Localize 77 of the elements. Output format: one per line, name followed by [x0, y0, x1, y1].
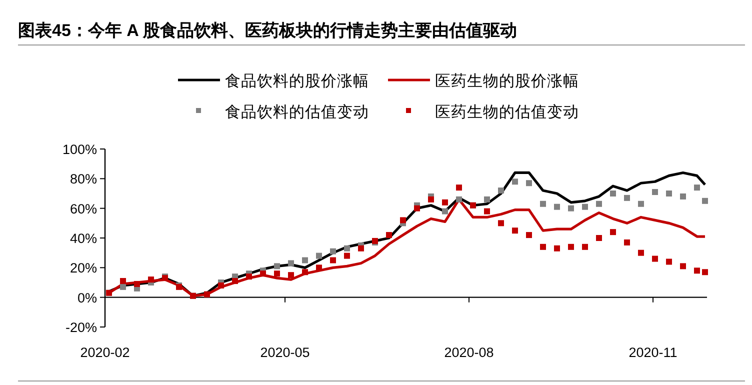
legend-label: 医药生物的股价涨幅	[435, 72, 579, 90]
y-tick-label: 80%	[70, 172, 97, 187]
point	[694, 268, 700, 274]
point	[652, 256, 658, 262]
point	[596, 200, 602, 207]
chart-title: 图表45：今年 A 股食品饮料、医药板块的行情走势主要由估值驱动	[18, 21, 518, 40]
point	[512, 178, 518, 185]
point	[498, 220, 504, 226]
point	[148, 276, 154, 283]
point	[302, 257, 308, 264]
x-tick-label: 2020-11	[628, 345, 678, 360]
point	[344, 245, 350, 252]
x-tick-label: 2020-05	[260, 345, 310, 360]
point	[582, 244, 588, 250]
point	[498, 188, 504, 194]
point	[624, 194, 630, 201]
x-tick-label: 2020-02	[80, 345, 130, 360]
y-tick-label: 100%	[62, 142, 97, 157]
point	[274, 263, 280, 270]
point	[218, 282, 224, 288]
point	[400, 217, 406, 224]
y-tick-label: 40%	[70, 231, 97, 246]
point	[512, 228, 518, 234]
point	[330, 257, 336, 264]
point	[246, 274, 252, 280]
point	[568, 205, 574, 212]
point	[484, 196, 490, 202]
point	[554, 204, 560, 210]
y-tick-label: -20%	[65, 320, 97, 335]
point	[582, 204, 588, 210]
x-tick-label: 2020-08	[444, 345, 494, 360]
point	[540, 200, 546, 207]
point	[302, 269, 308, 276]
point	[442, 199, 448, 206]
point	[666, 258, 672, 265]
point	[288, 272, 294, 278]
point	[702, 269, 708, 276]
point	[456, 196, 462, 202]
point	[120, 284, 126, 290]
point	[330, 248, 336, 254]
point	[134, 280, 140, 287]
point	[456, 184, 462, 191]
point	[638, 200, 644, 207]
point	[260, 270, 266, 277]
y-tick-label: 20%	[70, 260, 97, 276]
point	[638, 250, 644, 256]
point	[610, 229, 616, 236]
point	[484, 208, 490, 214]
point	[274, 270, 280, 277]
point	[526, 232, 532, 238]
point	[680, 263, 686, 270]
y-tick-label: 0%	[77, 290, 97, 306]
point	[526, 180, 532, 186]
point	[694, 184, 700, 191]
point	[680, 193, 686, 200]
point	[666, 190, 672, 196]
point	[540, 244, 546, 250]
point	[344, 252, 350, 259]
point	[442, 208, 448, 214]
point	[568, 244, 574, 250]
point	[702, 198, 708, 204]
legend-label: 食品饮料的股价涨幅	[225, 72, 369, 90]
point	[120, 278, 126, 284]
point	[610, 190, 616, 196]
point	[316, 252, 322, 259]
point	[428, 196, 434, 202]
legend-label: 医药生物的估值变动	[435, 103, 579, 121]
y-tick-label: 60%	[70, 201, 97, 216]
legend-label: 食品饮料的估值变动	[225, 103, 369, 121]
point	[624, 239, 630, 246]
point	[288, 260, 294, 266]
point	[358, 245, 364, 252]
point	[652, 189, 658, 196]
point	[596, 235, 602, 241]
point	[554, 245, 560, 252]
point	[232, 278, 238, 284]
point	[414, 205, 420, 212]
